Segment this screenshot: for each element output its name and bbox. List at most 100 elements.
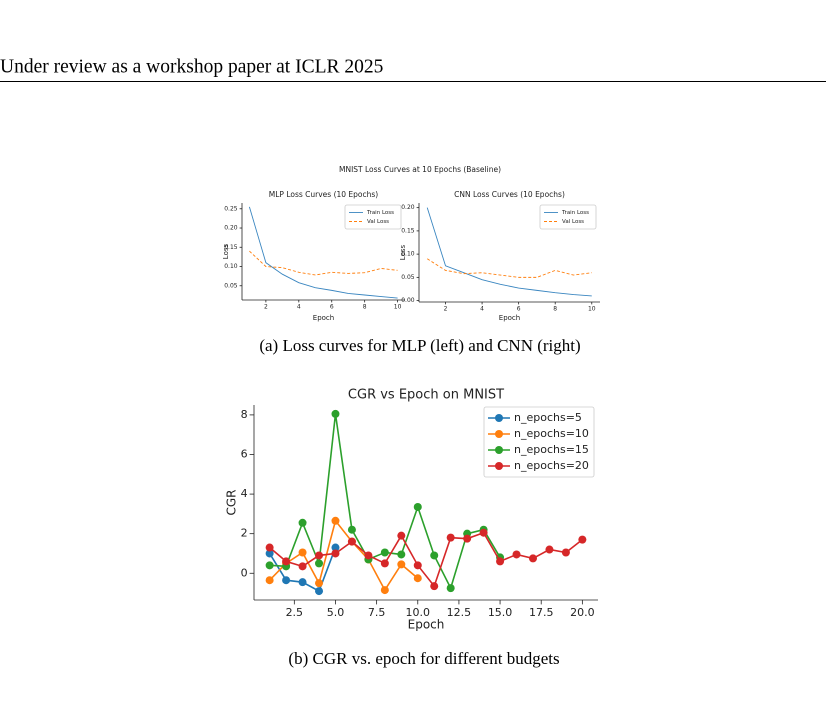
legend-marker <box>495 446 503 454</box>
x-tick-label: 20.0 <box>570 606 595 619</box>
x-tick-label: 4 <box>480 306 484 313</box>
y-tick-label: 0.20 <box>401 204 415 211</box>
data-point <box>380 559 389 568</box>
data-point <box>446 533 455 542</box>
data-point <box>496 557 505 566</box>
x-tick-label: 8 <box>363 304 367 311</box>
x-tick-label: 10 <box>588 306 596 313</box>
data-point <box>331 409 340 418</box>
legend-label: Train Loss <box>366 210 394 216</box>
data-point <box>380 548 389 557</box>
x-axis-label: Epoch <box>499 314 520 322</box>
data-point <box>446 584 455 593</box>
y-axis-label: Loss <box>399 244 407 260</box>
x-tick-label: 12.5 <box>447 606 472 619</box>
data-point <box>347 525 356 534</box>
y-tick-label: 0.20 <box>224 225 238 232</box>
data-point <box>282 557 291 566</box>
y-tick-label: 0.15 <box>401 227 415 234</box>
data-point <box>561 548 570 557</box>
y-tick-label: 0.25 <box>224 205 238 212</box>
figure-title: MNIST Loss Curves at 10 Epochs (Baseline… <box>339 165 501 174</box>
data-point <box>545 545 554 554</box>
data-point <box>265 549 274 558</box>
legend-label: Val Loss <box>367 219 389 225</box>
data-point <box>413 574 422 583</box>
data-point <box>298 548 307 557</box>
data-point <box>265 576 274 585</box>
series-line <box>249 250 398 276</box>
data-point <box>512 550 521 559</box>
y-axis-label: CGR <box>225 489 239 515</box>
legend-label: Train Loss <box>561 210 589 216</box>
data-point <box>315 579 324 588</box>
chart-title: CNN Loss Curves (10 Epochs) <box>454 190 565 199</box>
data-point <box>265 561 274 570</box>
x-axis-label: Epoch <box>408 618 445 632</box>
x-axis-label: Epoch <box>313 314 334 322</box>
x-tick-label: 6 <box>330 304 334 311</box>
x-tick-label: 8 <box>553 306 557 313</box>
series-line <box>426 258 592 278</box>
data-point <box>315 559 324 568</box>
header-title: Under review as a workshop paper at ICLR… <box>0 56 383 77</box>
series-line <box>269 519 419 592</box>
x-tick-label: 6 <box>517 306 521 313</box>
data-point <box>397 531 406 540</box>
legend-box <box>483 406 595 478</box>
data-point <box>298 578 307 587</box>
data-point <box>413 502 422 511</box>
data-point <box>347 537 356 546</box>
x-tick-label: 15.0 <box>488 606 513 619</box>
y-axis-label: Loss <box>222 243 230 259</box>
x-tick-label: 17.5 <box>529 606 554 619</box>
data-point <box>364 551 373 560</box>
legend-label: Val Loss <box>562 219 584 225</box>
x-tick-label: 2 <box>444 306 448 313</box>
legend-label: n_epochs=5 <box>514 411 582 424</box>
y-tick-label: 0.05 <box>224 282 238 289</box>
data-point <box>430 551 439 560</box>
caption: (a) Loss curves for MLP (left) and CNN (… <box>259 336 580 355</box>
data-point <box>315 551 324 560</box>
y-tick-label: 0.10 <box>401 251 415 258</box>
series-line <box>426 207 592 297</box>
data-point <box>413 561 422 570</box>
caption: (b) CGR vs. epoch for different budgets <box>288 649 559 668</box>
chart-title: CGR vs Epoch on MNIST <box>348 388 504 403</box>
data-point <box>463 534 472 543</box>
legend-box <box>344 204 402 230</box>
legend-marker <box>495 414 503 422</box>
data-point <box>282 576 291 585</box>
y-tick-label: 8 <box>241 408 248 421</box>
y-tick-label: 0.15 <box>224 244 238 251</box>
x-tick-label: 4 <box>297 304 301 311</box>
legend-label: n_epochs=10 <box>514 427 589 440</box>
legend-box <box>539 204 597 230</box>
legend-marker <box>495 462 503 470</box>
chart-title: MLP Loss Curves (10 Epochs) <box>269 190 379 199</box>
y-tick-label: 6 <box>241 447 248 460</box>
data-point <box>479 528 488 537</box>
x-tick-label: 10 <box>394 304 402 311</box>
data-point <box>331 516 340 525</box>
series-line <box>248 206 398 299</box>
y-tick-label: 4 <box>241 487 248 500</box>
legend-label: n_epochs=15 <box>514 443 589 456</box>
y-tick-label: 0.10 <box>224 263 238 270</box>
y-tick-label: 0.00 <box>401 297 415 304</box>
data-point <box>315 587 324 596</box>
data-point <box>578 535 587 544</box>
x-tick-label: 2.5 <box>286 606 304 619</box>
data-point <box>397 550 406 559</box>
x-tick-label: 7.5 <box>368 606 386 619</box>
y-tick-label: 0 <box>241 566 248 579</box>
x-tick-label: 10.0 <box>406 606 431 619</box>
data-point <box>298 562 307 571</box>
data-point <box>528 554 537 563</box>
data-point <box>397 560 406 569</box>
x-tick-label: 5.0 <box>327 606 345 619</box>
data-point <box>331 543 340 552</box>
